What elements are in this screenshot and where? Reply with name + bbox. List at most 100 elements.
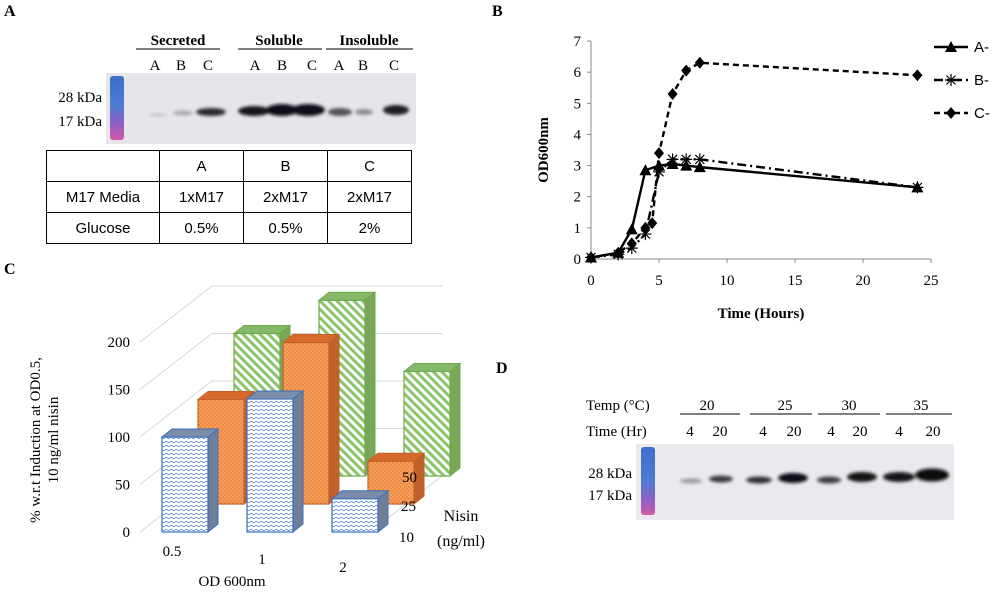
table-header-cell: A bbox=[159, 150, 244, 182]
blot-band bbox=[355, 109, 373, 115]
blot-band bbox=[328, 108, 352, 116]
panel-a: Secreted Soluble Insoluble A B C A B C A… bbox=[46, 33, 416, 244]
panel-d: Temp (°C) Time (Hr) 20 25 30 35 4 20 4 2… bbox=[586, 398, 954, 520]
y-tick-label: 0 bbox=[574, 252, 582, 268]
marker-17kda: 17 kDa bbox=[58, 114, 102, 130]
table-header-cell: B bbox=[243, 150, 328, 182]
series-c-point bbox=[640, 221, 651, 234]
series-a-point bbox=[945, 41, 957, 52]
series-a-point bbox=[693, 161, 706, 173]
bar-top bbox=[196, 391, 256, 400]
x-tick-label: 15 bbox=[788, 273, 803, 289]
x-tick-label: 10 bbox=[720, 273, 735, 289]
series-a-point bbox=[625, 223, 638, 235]
legend-label: A- bbox=[974, 39, 989, 56]
legend-label: C- bbox=[974, 105, 990, 122]
bar-side bbox=[207, 427, 219, 534]
table-cell: 2% bbox=[327, 212, 412, 244]
time-label: 4 bbox=[759, 424, 767, 440]
x-tick-label: 2 bbox=[339, 560, 347, 576]
group-label-secreted: Secreted bbox=[151, 33, 206, 49]
y-tick-label: 0 bbox=[123, 525, 131, 541]
series-c-point bbox=[681, 64, 692, 77]
y-axis-title-line1: % w.r.t Induction at OD0.5, bbox=[28, 357, 44, 523]
panel-label-d: D bbox=[496, 360, 508, 377]
y-tick-label: 2 bbox=[574, 190, 582, 206]
marker-28kda: 28 kDa bbox=[58, 90, 102, 106]
gridline bbox=[139, 285, 442, 343]
series-b-line bbox=[590, 158, 918, 259]
lane-label: C bbox=[389, 58, 399, 74]
bar-side bbox=[292, 389, 304, 534]
y-axis-title-line2: 10 ng/ml nisin bbox=[46, 396, 62, 483]
table-header-cell: C bbox=[327, 150, 412, 182]
bar-10-2 bbox=[331, 498, 379, 533]
panel-label-c: C bbox=[4, 261, 16, 278]
series-c-point bbox=[586, 251, 596, 264]
series-c-point bbox=[946, 107, 956, 119]
z-axis-title-line2: (ng/ml) bbox=[437, 533, 485, 550]
blot-band bbox=[915, 468, 949, 482]
bar-side bbox=[449, 362, 461, 478]
blot-band bbox=[883, 472, 915, 482]
bar-top bbox=[330, 490, 390, 500]
series-b-point bbox=[680, 153, 693, 166]
series-c-line bbox=[590, 61, 918, 259]
lane-label: A bbox=[150, 58, 161, 74]
x-tick-label: 5 bbox=[655, 273, 663, 289]
bar-side bbox=[364, 291, 376, 478]
blot-band bbox=[817, 476, 841, 484]
legend-label: B- bbox=[974, 72, 989, 89]
lane-label: C bbox=[307, 58, 317, 74]
bar-10-0.5 bbox=[161, 436, 209, 533]
bar-top bbox=[317, 291, 377, 301]
series-a-point bbox=[639, 164, 652, 176]
bar-top bbox=[232, 325, 292, 334]
x-tick-label: 25 bbox=[924, 273, 939, 289]
blot-band bbox=[709, 475, 733, 483]
blot-band bbox=[383, 105, 409, 115]
x-tick-label: 0.5 bbox=[163, 544, 182, 560]
z-tick-label: 25 bbox=[401, 499, 416, 515]
series-c-point bbox=[667, 87, 678, 100]
time-label: 4 bbox=[895, 424, 903, 440]
lane-label: A bbox=[334, 58, 345, 74]
y-axis-title: OD600nm bbox=[536, 117, 552, 183]
line-chart-b: OD600nm Time (Hours) 0 1 2 3 4 5 6 7 0 5 10 15 20 25 A… bbox=[536, 34, 990, 322]
marker-17kda: 17 kDa bbox=[588, 488, 632, 504]
series-b-point bbox=[666, 153, 679, 166]
y-tick-label: 100 bbox=[108, 430, 131, 446]
temp-label: 30 bbox=[842, 398, 857, 414]
y-tick-label: 50 bbox=[115, 478, 130, 494]
table-cell: 0.5% bbox=[159, 212, 244, 244]
series-c-point bbox=[912, 69, 923, 82]
x-axis-title: Time (Hours) bbox=[718, 306, 805, 322]
panel-label-b: B bbox=[492, 3, 503, 20]
y-tick-label: 200 bbox=[108, 335, 131, 351]
bar-side bbox=[328, 333, 340, 506]
marker-28kda: 28 kDa bbox=[588, 466, 632, 482]
bar-25-2 bbox=[367, 460, 415, 505]
blot-band bbox=[266, 104, 298, 116]
row-label-temp: Temp (°C) bbox=[586, 398, 650, 414]
bar-top bbox=[366, 452, 426, 462]
lane-label: B bbox=[277, 58, 287, 74]
blot-band bbox=[149, 113, 167, 117]
blot-band bbox=[746, 476, 772, 484]
table-cell: 2xM17 bbox=[243, 181, 328, 213]
z-tick-label: 10 bbox=[399, 530, 414, 546]
temp-label: 25 bbox=[778, 398, 793, 414]
blot-band bbox=[847, 472, 877, 482]
table-cell: Glucose bbox=[46, 212, 160, 244]
x-tick-label: 0 bbox=[587, 273, 595, 289]
lane-label: B bbox=[176, 58, 186, 74]
series-c-point bbox=[626, 237, 637, 250]
condition-table-wrap: A B C M17 Media 1xM17 2xM17 2xM17 Glucos… bbox=[46, 150, 412, 244]
blot-band bbox=[291, 104, 325, 116]
time-label: 20 bbox=[853, 424, 868, 440]
protein-ladder bbox=[641, 447, 655, 515]
series-a-line bbox=[590, 162, 918, 259]
y-tick-label: 1 bbox=[574, 221, 582, 237]
y-tick-label: 6 bbox=[574, 65, 582, 81]
